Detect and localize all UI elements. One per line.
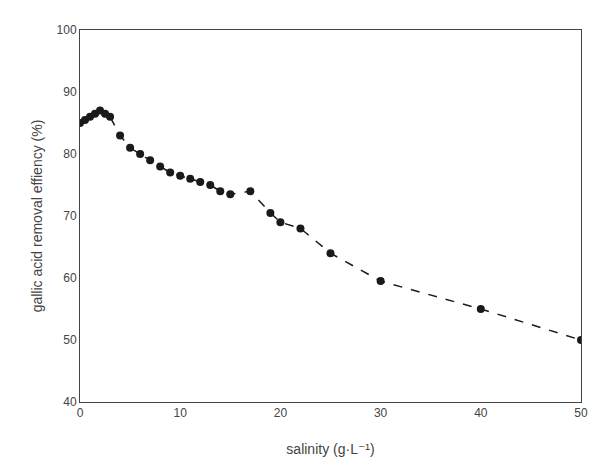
- svg-text:90: 90: [63, 85, 77, 99]
- svg-text:0: 0: [77, 406, 84, 420]
- svg-text:10: 10: [174, 406, 188, 420]
- svg-text:100: 100: [57, 23, 77, 37]
- svg-text:80: 80: [63, 147, 77, 161]
- svg-text:70: 70: [63, 209, 77, 223]
- svg-text:40: 40: [63, 395, 77, 409]
- svg-text:20: 20: [274, 406, 288, 420]
- svg-text:50: 50: [574, 406, 588, 420]
- svg-text:30: 30: [374, 406, 388, 420]
- svg-text:50: 50: [63, 333, 77, 347]
- svg-text:40: 40: [474, 406, 488, 420]
- svg-text:gallic acid removal effiency (: gallic acid removal effiency (%): [29, 120, 45, 313]
- svg-text:salinity (g·L⁻¹): salinity (g·L⁻¹): [286, 441, 374, 457]
- svg-text:60: 60: [63, 271, 77, 285]
